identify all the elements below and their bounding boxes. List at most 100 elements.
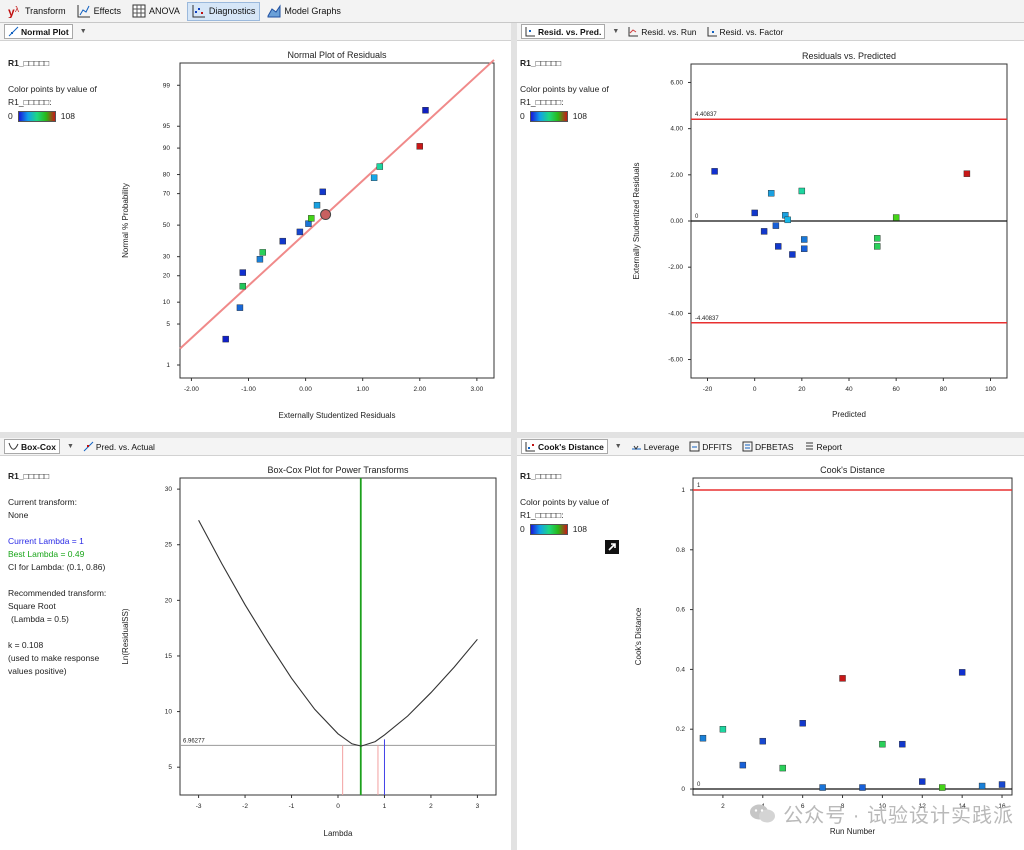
x-tick-label: 3 — [476, 803, 480, 810]
tab-normal-plot[interactable]: Normal Plot — [4, 24, 73, 39]
pane-splitter-horizontal[interactable] — [0, 432, 1024, 438]
y-tick-label: 20 — [163, 273, 171, 280]
x-tick-label: 2.00 — [413, 386, 426, 393]
best-lambda: Best Lambda = 0.49 — [8, 549, 85, 559]
y-tick-label: 95 — [163, 123, 171, 130]
y-tick-label: 0.6 — [676, 607, 685, 614]
chevron-down-icon[interactable]: ▼ — [66, 443, 74, 450]
toolbar-transform-label: Transform — [25, 6, 66, 16]
toolbar-model-graphs-button[interactable]: Model Graphs — [263, 2, 345, 21]
data-point — [313, 201, 321, 209]
x-tick-label: 1.00 — [356, 386, 369, 393]
tab-resid-vs-factor[interactable]: Resid. vs. Factor — [704, 24, 787, 39]
response-name: R1_□□□□□ — [520, 471, 562, 481]
color-gradient — [529, 111, 568, 122]
normal-plot-info: R1_□□□□□ Color points by value of R1_□□□… — [8, 57, 97, 123]
tab-box-cox[interactable]: Box-Cox — [4, 439, 60, 454]
y-tick-label: 6.00 — [670, 79, 683, 86]
data-point — [800, 245, 808, 252]
y-tick-label: 0.2 — [676, 726, 685, 733]
chart-title: Box-Cox Plot for Power Transforms — [267, 465, 409, 475]
tab-report[interactable]: Report — [801, 439, 846, 454]
data-point — [789, 251, 796, 258]
effects-icon — [77, 4, 91, 18]
y-tick-label: 10 — [165, 709, 173, 716]
x-tick-label: 100 — [985, 386, 996, 393]
toolbar-effects-button[interactable]: Effects — [73, 2, 125, 21]
data-point — [236, 304, 244, 311]
x-axis-label: Lambda — [324, 829, 353, 838]
y-tick-label: 20 — [165, 597, 173, 604]
y-tick-label: 0 — [681, 786, 685, 793]
recommended-lambda: (Lambda = 0.5) — [11, 614, 69, 624]
watermark-text: 公众号 · 试验设计实践派 — [783, 805, 1014, 827]
boxcox-chart: Box-Cox Plot for Power Transforms Lambda L… — [121, 465, 497, 838]
y-axis-label: Ln(ResidualSS) — [121, 608, 130, 664]
y-tick-label: 5 — [166, 321, 170, 328]
scale-max: 108 — [60, 111, 75, 121]
lower-limit-label: -4.40837 — [695, 316, 719, 322]
y-tick-label: -6.00 — [668, 357, 683, 364]
dffits-icon — [689, 441, 700, 452]
recommended-label: Recommended transform: — [8, 588, 107, 598]
tab-report-label: Report — [816, 441, 843, 452]
tab-dfbetas[interactable]: DFBETAS — [739, 439, 797, 454]
x-tick-label: -3 — [196, 803, 202, 810]
cooks-pane: Cook's Distance ▼ Leverage DFFITS DFBETA… — [517, 438, 1024, 850]
cooks-distance-chart: Cook's Distance Run Number Cook's Distance… — [634, 465, 1013, 836]
tab-cooks-distance[interactable]: Cook's Distance — [521, 439, 608, 454]
plot-frame — [692, 477, 1013, 796]
chevron-down-icon[interactable]: ▼ — [612, 28, 620, 35]
data-point — [939, 784, 946, 791]
data-point — [319, 188, 326, 196]
tab-pred-vs-actual[interactable]: Pred. vs. Actual — [80, 439, 158, 454]
data-point — [978, 782, 986, 790]
resid-tabbar: Resid. vs. Pred. ▼ Resid. vs. Run Resid.… — [517, 23, 1024, 41]
dfbetas-icon — [742, 441, 753, 452]
tab-dffits[interactable]: DFFITS — [686, 439, 735, 454]
tab-resid-vs-run-label: Resid. vs. Run — [641, 26, 697, 37]
diagnostics-icon — [192, 4, 206, 18]
pred-actual-icon — [83, 441, 94, 452]
toolbar-anova-button[interactable]: ANOVA — [128, 2, 184, 21]
tab-resid-vs-pred[interactable]: Resid. vs. Pred. — [521, 24, 606, 39]
ci-lambda: CI for Lambda: (0.1, 0.86) — [8, 562, 106, 572]
k-note-1: (used to make response — [8, 653, 100, 663]
x-axis-label: Predicted — [832, 410, 866, 419]
tab-pred-vs-actual-label: Pred. vs. Actual — [95, 441, 155, 452]
data-point — [839, 675, 846, 682]
x-tick-label: 2 — [721, 803, 725, 810]
data-point — [779, 764, 786, 772]
color-var: R1_□□□□□: — [8, 97, 52, 107]
zero-line-label: 0 — [697, 782, 701, 788]
tab-leverage[interactable]: Leverage — [628, 439, 682, 454]
toolbar-diagnostics-button[interactable]: Diagnostics — [186, 1, 261, 21]
chevron-down-icon[interactable]: ▼ — [614, 443, 622, 450]
scale-min: 0 — [520, 111, 525, 121]
x-tick-label: 40 — [845, 386, 853, 393]
chevron-down-icon[interactable]: ▼ — [79, 28, 87, 35]
data-point — [751, 209, 758, 217]
y-tick-label: 1 — [166, 362, 170, 369]
y-tick-label: 4.00 — [670, 126, 683, 133]
boxcox-pane: Box-Cox ▼ Pred. vs. Actual R1_□□□□□ Curr… — [0, 438, 511, 850]
data-point — [892, 214, 900, 221]
x-tick-label: -2.00 — [184, 386, 199, 393]
x-tick-label: 10 — [879, 803, 887, 810]
y-tick-label: 1 — [681, 487, 685, 494]
tab-dffits-label: DFFITS — [702, 441, 732, 452]
x-axis-label: Run Number — [830, 827, 876, 836]
data-point — [859, 784, 866, 791]
data-point — [719, 726, 727, 733]
color-gradient — [529, 524, 568, 535]
normal-plot-tabbar: Normal Plot ▼ — [0, 23, 511, 41]
y-axis-label: Normal % Probability — [121, 183, 130, 258]
k-note-2: values positive) — [8, 666, 67, 676]
boxcox-info: R1_□□□□□ Current transform: None Current… — [8, 470, 106, 678]
popout-icon[interactable] — [605, 540, 619, 554]
data-point — [874, 235, 881, 242]
data-point — [416, 143, 423, 150]
tab-resid-vs-run[interactable]: Resid. vs. Run — [625, 24, 699, 39]
